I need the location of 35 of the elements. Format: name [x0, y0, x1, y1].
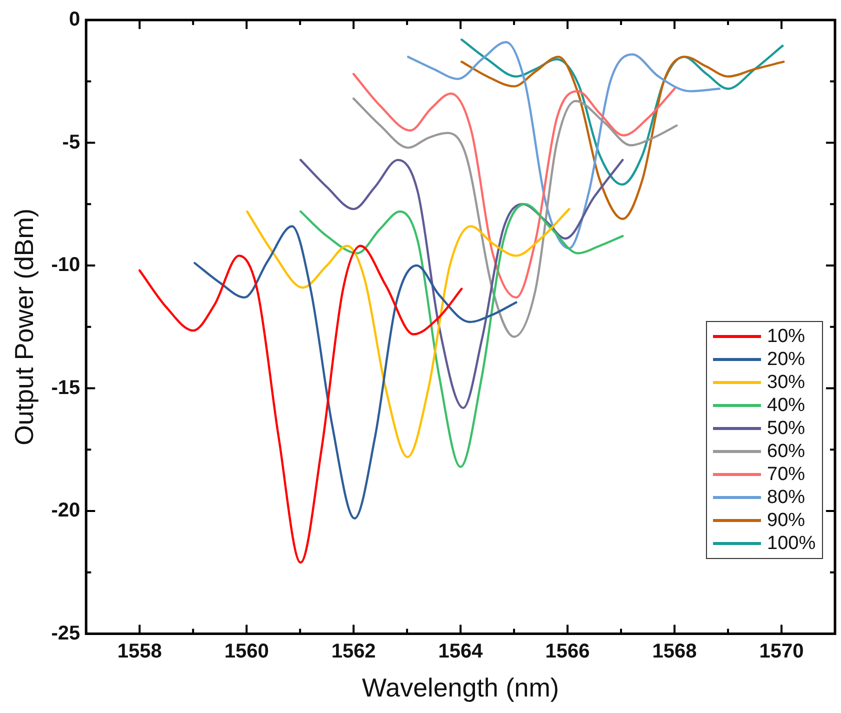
line-series — [352, 97, 678, 338]
x-tick-label: 1566 — [545, 640, 590, 662]
x-tick-label: 1568 — [652, 640, 697, 662]
legend-label: 70% — [767, 462, 806, 486]
legend-label: 50% — [767, 416, 806, 440]
x-tick-label: 1564 — [438, 640, 484, 662]
line-series — [138, 244, 463, 564]
legend-label: 100% — [767, 532, 816, 555]
line-series — [460, 56, 785, 220]
x-tick-label: 1558 — [117, 640, 162, 662]
y-axis-title: Output Power (dBm) — [8, 208, 39, 446]
legend-label: 30% — [767, 370, 806, 394]
line-series — [407, 40, 721, 250]
y-tick-label: -20 — [51, 500, 80, 522]
legend-label: 20% — [767, 348, 806, 371]
line-series — [246, 208, 570, 458]
legend-label: 40% — [767, 394, 806, 417]
legend-label: 90% — [767, 508, 806, 532]
y-tick-label: -15 — [51, 376, 80, 399]
y-tick-label: -25 — [51, 622, 80, 644]
line-series — [300, 158, 624, 410]
legend-label: 60% — [767, 440, 806, 463]
line-series — [300, 203, 624, 468]
line-series — [460, 38, 784, 186]
x-tick-label: 1570 — [759, 640, 804, 662]
line-series — [352, 72, 676, 299]
x-tick-label: 1562 — [331, 640, 376, 662]
y-tick-label: -10 — [51, 254, 80, 276]
x-axis-title: Wavelength (nm) — [362, 672, 560, 703]
legend-label: 10% — [767, 324, 806, 348]
y-tick-label: 0 — [68, 8, 80, 31]
x-tick-label: 1560 — [224, 640, 269, 662]
legend-label: 80% — [767, 486, 806, 509]
y-tick-label: -5 — [62, 131, 80, 154]
line-series — [194, 225, 518, 520]
